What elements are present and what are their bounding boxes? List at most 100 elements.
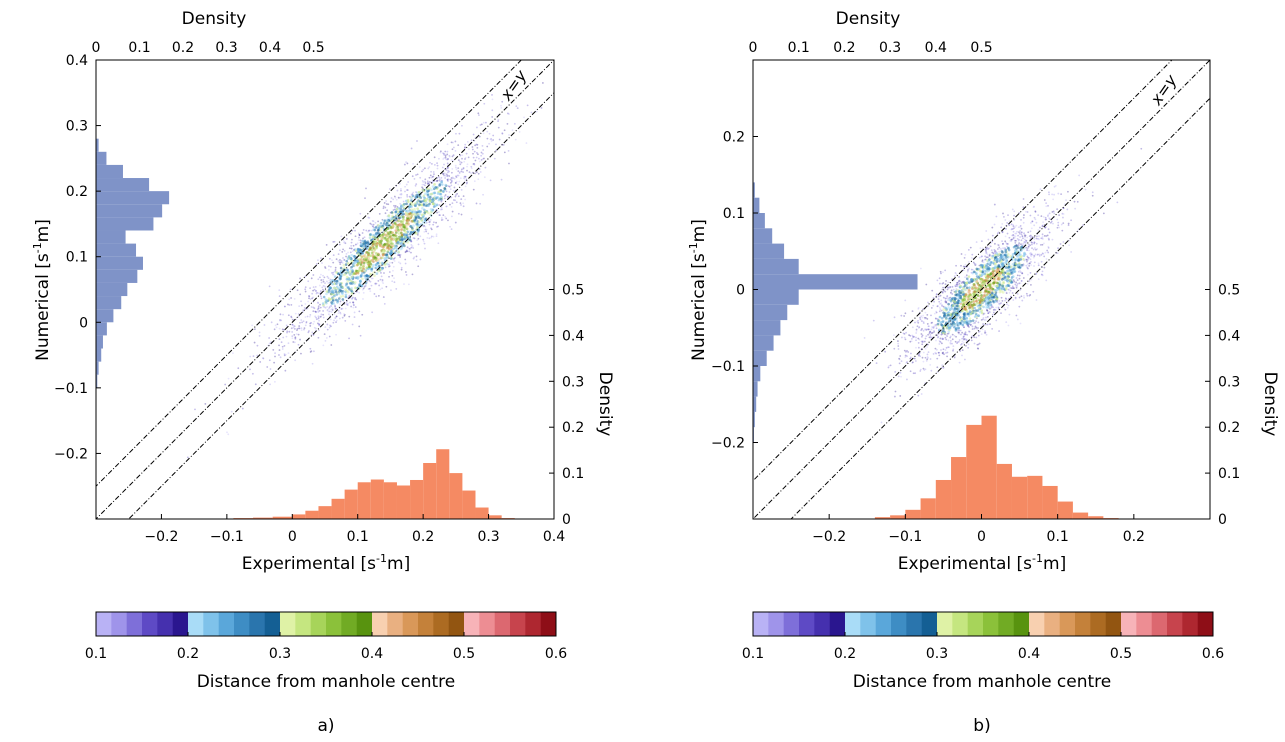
scatter-point — [490, 140, 493, 142]
scatter-point — [916, 320, 919, 323]
y-histogram-bar — [753, 304, 788, 321]
y-tick-label: −0.2 — [54, 446, 88, 462]
scatter-point — [355, 243, 358, 246]
scatter-point — [345, 277, 349, 281]
scatter-point — [1023, 241, 1026, 244]
scatter-point — [944, 297, 947, 300]
scatter-point — [962, 315, 966, 319]
scatter-point — [980, 293, 983, 297]
scatter-point — [313, 288, 316, 291]
scatter-point — [975, 314, 978, 317]
scatter-point — [1033, 238, 1036, 240]
scatter-point — [438, 211, 440, 213]
scatter-point — [1052, 198, 1055, 201]
scatter-point — [351, 250, 354, 253]
scatter-point — [452, 154, 455, 157]
scatter-point — [939, 320, 943, 324]
colorbar-segment — [1013, 612, 1030, 636]
scatter-point — [404, 190, 406, 193]
scatter-point — [900, 375, 902, 378]
scatter-point — [424, 178, 427, 181]
scatter-point — [970, 268, 973, 271]
scatter-point — [1056, 252, 1059, 255]
scatter-point — [987, 312, 990, 315]
scatter-point — [485, 121, 487, 124]
y-histogram — [96, 138, 170, 388]
scatter-point — [516, 107, 519, 110]
scatter-point — [354, 286, 357, 290]
scatter-point — [350, 253, 354, 257]
scatter-point — [501, 132, 504, 134]
scatter-point — [1029, 244, 1031, 247]
scatter-point — [343, 315, 346, 317]
scatter-point — [1051, 238, 1054, 241]
scatter-point — [393, 195, 396, 198]
scatter-point — [352, 301, 355, 304]
scatter-point — [316, 291, 319, 294]
scatter-point — [1019, 225, 1022, 228]
scatter-point — [444, 183, 447, 187]
scatter-point — [963, 326, 965, 329]
scatter-point — [945, 301, 947, 304]
scatter-point — [1004, 247, 1006, 249]
scatter-point — [983, 323, 986, 326]
scatter-point — [996, 284, 999, 288]
scatter-point — [1047, 213, 1050, 216]
scatter-point — [230, 410, 233, 413]
scatter-point — [479, 202, 482, 205]
scatter-point — [1042, 253, 1045, 255]
scatter-point — [897, 375, 900, 378]
scatter-point — [991, 287, 994, 291]
scatter-point — [960, 264, 962, 267]
scatter-point — [419, 176, 422, 179]
scatter-point — [294, 336, 297, 339]
scatter-point — [350, 282, 354, 285]
scatter-point — [957, 330, 959, 332]
scatter-point — [1044, 226, 1046, 229]
scatter-point — [951, 278, 953, 281]
scatter-point — [343, 258, 346, 261]
scatter-point — [282, 336, 285, 339]
scatter-point — [450, 171, 453, 174]
scatter-point — [423, 208, 426, 212]
scatter-point — [430, 199, 434, 203]
scatter-point — [402, 224, 406, 228]
scatter-point — [325, 337, 328, 339]
scatter-point — [526, 104, 529, 107]
scatter-point — [436, 180, 439, 182]
scatter-point — [367, 253, 370, 257]
y-histogram-bar — [96, 322, 107, 336]
scatter-point — [930, 322, 933, 324]
scatter-point — [958, 282, 961, 285]
colorbar-segment — [1090, 612, 1106, 636]
scatter-point — [310, 334, 313, 336]
scatter-point — [391, 238, 395, 241]
scatter-point — [379, 222, 383, 225]
scatter-point — [968, 317, 972, 320]
scatter-point — [372, 220, 375, 223]
scatter-point — [365, 229, 368, 232]
panel-caption: b) — [973, 716, 990, 736]
scatter-point — [951, 342, 953, 345]
scatter-point — [1010, 270, 1013, 274]
scatter-point — [308, 330, 310, 332]
scatter-point — [981, 259, 984, 262]
scatter-point — [915, 336, 917, 339]
scatter-point — [976, 328, 979, 331]
scatter-point — [275, 326, 278, 329]
x-histogram-bar — [475, 507, 489, 519]
top-density-ticks: 0 0.1 0.2 0.3 0.4 0.5 — [749, 40, 993, 56]
scatter-point — [368, 287, 371, 290]
scatter-point — [1015, 286, 1018, 289]
scatter-point — [410, 246, 413, 249]
scatter-point — [929, 331, 932, 334]
scatter-point — [900, 314, 903, 317]
scatter-point — [425, 230, 428, 233]
scatter-point — [949, 342, 952, 345]
scatter-point — [436, 211, 438, 214]
scatter-point — [327, 313, 330, 316]
scatter-point — [429, 174, 432, 177]
scatter-point — [451, 202, 454, 205]
scatter-point — [393, 204, 395, 207]
colorbar-segment — [157, 612, 173, 636]
